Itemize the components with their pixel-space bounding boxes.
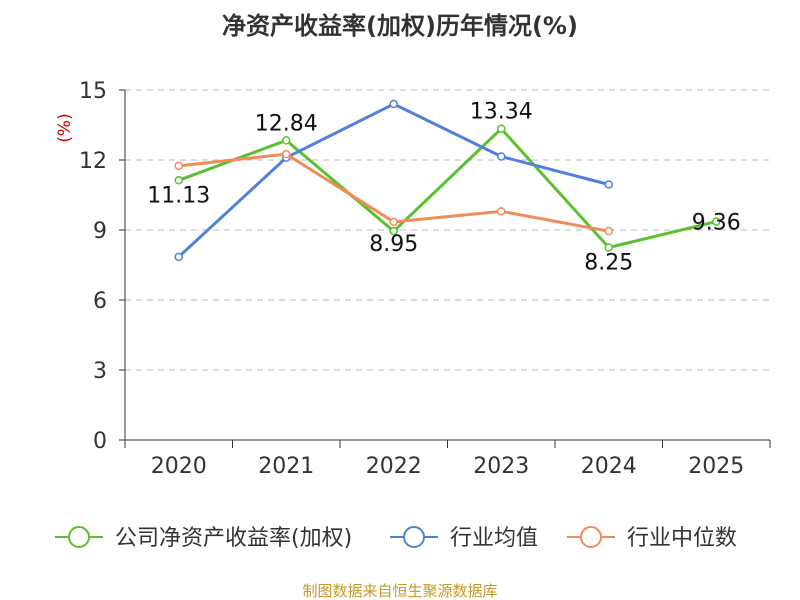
data-point-1 xyxy=(174,252,183,262)
data-label: 8.95 xyxy=(369,232,418,257)
data-label: 11.13 xyxy=(147,183,210,208)
legend-entry-2: 行业中位数 xyxy=(627,526,737,551)
data-point-2 xyxy=(497,207,506,216)
axes: 0 3 6 9 12 15 2020 2021 2022 2023 2024 2025 xyxy=(79,79,771,479)
y-tick-label: 9 xyxy=(93,219,107,244)
data-label: 9.36 xyxy=(692,211,741,236)
data-point-2 xyxy=(389,217,398,227)
data-point-2 xyxy=(282,149,291,159)
legend-entry-0: 公司净资产收益率(加权) xyxy=(115,526,352,551)
y-tick-label: 15 xyxy=(79,79,107,104)
data-point-2 xyxy=(174,161,183,171)
legend-marker-1 xyxy=(403,526,425,548)
y-tick-label: 12 xyxy=(79,149,107,174)
series-line-0 xyxy=(178,127,717,249)
data-label: 13.34 xyxy=(470,100,533,125)
data-label: 8.25 xyxy=(584,251,633,276)
series-layer xyxy=(174,99,721,262)
y-tick-label: 6 xyxy=(93,289,107,314)
x-tick-label: 2022 xyxy=(366,454,422,479)
x-tick-label: 2023 xyxy=(473,454,529,479)
x-tick-label: 2024 xyxy=(581,454,637,479)
y-tick-label: 3 xyxy=(93,359,107,384)
y-tick-label: 0 xyxy=(93,429,107,454)
data-point-0 xyxy=(282,136,291,145)
legend-marker-0 xyxy=(68,526,90,548)
data-point-1 xyxy=(497,152,506,161)
x-tick-label: 2020 xyxy=(151,454,207,479)
data-point-0 xyxy=(497,124,506,133)
data-label: 12.84 xyxy=(255,111,318,136)
legend: 公司净资产收益率(加权) 行业均值 行业中位数 xyxy=(55,526,737,551)
data-point-0 xyxy=(174,176,183,185)
data-labels: 11.13 12.84 8.95 13.34 8.25 9.36 xyxy=(147,100,740,276)
legend-entry-1: 行业均值 xyxy=(450,526,538,551)
data-point-0 xyxy=(712,217,721,226)
data-point-2 xyxy=(604,226,613,236)
legend-marker-2 xyxy=(580,526,602,548)
data-point-1 xyxy=(604,180,613,189)
grid-lines xyxy=(125,89,770,371)
y-axis-unit-label: (%) xyxy=(55,113,75,142)
data-point-0 xyxy=(604,243,613,252)
x-tick-label: 2025 xyxy=(688,454,744,479)
data-point-0 xyxy=(389,226,398,236)
data-point-1 xyxy=(389,99,398,109)
chart-title: 净资产收益率(加权)历年情况(%) xyxy=(222,12,578,40)
x-tick-label: 2021 xyxy=(258,454,314,479)
source-note: 制图数据来自恒生聚源数据库 xyxy=(302,582,497,600)
